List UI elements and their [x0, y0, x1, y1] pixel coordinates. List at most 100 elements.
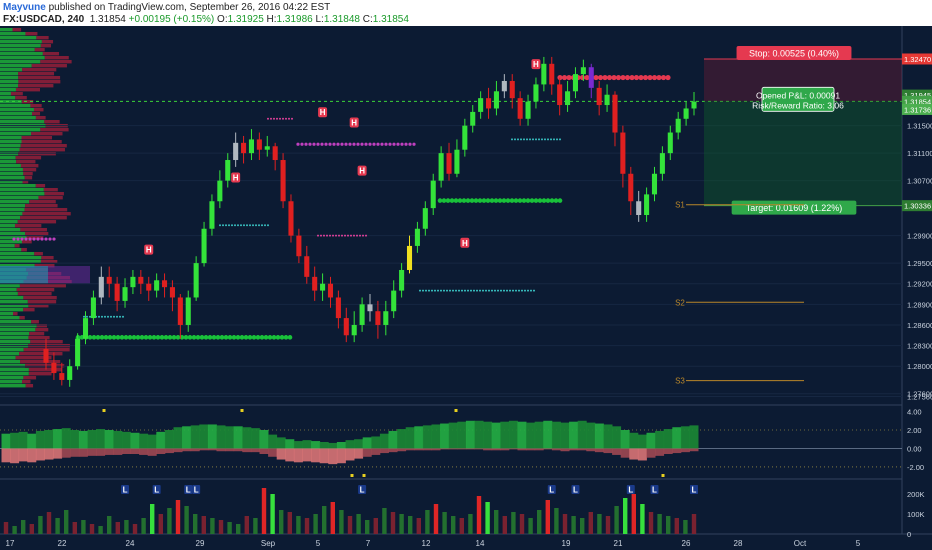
oscillator-lower-bar: [500, 448, 510, 451]
profile-bar: [0, 368, 29, 372]
profile-bar: [17, 292, 52, 296]
profile-bar: [0, 196, 39, 200]
date-axis[interactable]: 17 22 24 29 Sep 5 7 12 14 19 21 26 28 Oct 5: [6, 539, 861, 548]
profile-bar: [24, 176, 33, 180]
oscillator-upper-bar: [629, 432, 639, 449]
l-marker-label: L: [123, 486, 128, 495]
level-dot: [529, 138, 531, 141]
date-tick-label: 22: [58, 539, 67, 548]
oscillator-upper-bar: [405, 427, 415, 449]
volume-bar: [313, 514, 318, 534]
l-marker-label: L: [154, 486, 159, 495]
support-dot: [231, 335, 237, 340]
oscillator-upper-bar: [500, 421, 510, 449]
resistance-dot: [638, 74, 644, 81]
oscillator-lower-bar: [70, 448, 80, 457]
resistance-dot: [364, 142, 368, 146]
close-label: C:: [362, 14, 373, 25]
resistance-dot: [356, 142, 360, 146]
oscillator-upper-bar: [70, 430, 80, 449]
level-dot: [222, 224, 224, 227]
price-label-box: [902, 95, 932, 107]
volume-bar: [287, 512, 292, 534]
candle-series: [43, 56, 697, 387]
h-marker-label: H: [320, 108, 326, 117]
oscillator-upper-bar: [465, 420, 475, 449]
position-tool[interactable]: Stop: 0.00525 (0.40%) Target: 0.01609 (1.…: [704, 45, 902, 215]
date-tick-label: 5: [316, 539, 321, 548]
level-dot: [524, 289, 526, 292]
h-marker-box: [531, 59, 541, 70]
price-tick-label: 1.29200: [907, 280, 932, 289]
candle-body: [256, 139, 262, 150]
publish-line: Mayvune published on TradingView.com, Se…: [3, 2, 330, 13]
profile-bar: [41, 40, 54, 44]
candle-body: [296, 235, 302, 257]
volume-bar: [691, 514, 697, 534]
price-tick-label: 1.28900: [907, 300, 932, 309]
candle-body: [335, 297, 341, 319]
volume-bar: [451, 516, 456, 534]
oscillator-signal: [661, 474, 665, 477]
price-tick-label: 1.27600: [907, 390, 932, 399]
profile-bar: [0, 216, 21, 220]
support-dot: [251, 335, 257, 340]
l-marker-box: [152, 485, 161, 494]
volume-bar: [580, 518, 585, 534]
oscillator-upper-bar: [431, 424, 441, 449]
oscillator-lower-bar: [388, 448, 398, 453]
candle-body: [383, 311, 389, 325]
level-dot: [288, 117, 290, 120]
level-dot: [110, 315, 112, 318]
oscillator-lower-bar: [577, 448, 587, 451]
support-dot: [267, 335, 273, 340]
price-axis[interactable]: 1.31500 1.31100 1.30700 1.29900 1.29500 1.292…: [902, 53, 932, 539]
level-dot: [533, 289, 535, 292]
profile-bar: [0, 200, 30, 204]
l-marker-label: L: [186, 486, 191, 495]
profile-bar: [0, 160, 17, 164]
oscillator-lower-bar: [113, 448, 123, 455]
profile-bar: [0, 68, 23, 72]
level-dot: [434, 289, 436, 292]
profile-bar: [0, 220, 18, 224]
profile-bar: [22, 180, 29, 184]
volume-bar: [210, 518, 215, 534]
support-dot: [263, 335, 269, 340]
oscillator-upper-bar: [121, 431, 131, 449]
profile-bar: [0, 332, 30, 336]
h-marker-box: [144, 244, 154, 255]
candle-body: [636, 201, 642, 215]
candle-body: [241, 142, 247, 154]
candle-body: [130, 276, 136, 288]
profile-bar: [0, 252, 35, 256]
profile-bar: [0, 92, 11, 96]
price-tick-label: 1.31500: [907, 122, 932, 131]
support-dot: [549, 198, 555, 203]
volume-bar: [21, 520, 26, 534]
profile-bar: [19, 148, 65, 152]
profile-bar: [0, 296, 24, 300]
level-dot: [476, 289, 478, 292]
date-tick-label: Oct: [794, 539, 807, 548]
level-dot: [446, 289, 448, 292]
oscillator-lower-bar: [474, 448, 484, 450]
profile-bar: [0, 60, 41, 64]
resistance-dot: [308, 142, 312, 146]
oscillator-upper-bar: [362, 437, 372, 449]
open-label: O:: [217, 14, 228, 25]
candle-body: [106, 276, 112, 284]
resistance-dot: [348, 142, 352, 146]
volume-tick-label: 0: [907, 530, 911, 539]
volume-bar: [184, 506, 189, 534]
high-label: H:: [266, 14, 277, 25]
profile-bar: [0, 188, 44, 192]
level-dot: [261, 224, 263, 227]
support-dot: [283, 335, 289, 340]
author-name[interactable]: Mayvune: [3, 2, 46, 13]
profile-bar: [15, 88, 41, 92]
level-dot: [335, 234, 337, 237]
price-chart[interactable]: Stop: 0.00525 (0.40%) Target: 0.01609 (1.…: [0, 26, 932, 550]
h-marker-box: [460, 237, 470, 248]
volume-bar: [485, 502, 490, 534]
